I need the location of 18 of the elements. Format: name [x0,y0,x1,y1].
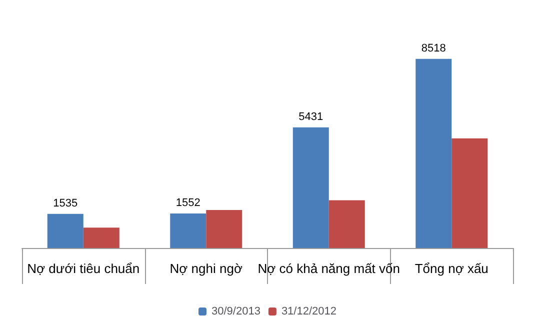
x-tick-label: Tổng nợ xấu [414,261,488,276]
x-tick-label: Nợ dưới tiêu chuẩn [27,261,140,276]
data-label: 1552 [176,197,200,210]
bar [83,228,120,248]
x-tick-label: Nợ có khả năng mất vốn [258,261,400,276]
bar [170,214,206,248]
bar [452,138,488,248]
data-label: 5431 [298,110,324,123]
bar [292,127,329,248]
x-tick-label: Nợ nghi ngờ [170,261,243,276]
data-label: 8518 [421,42,446,54]
bar [47,214,84,248]
bar [416,58,452,248]
legend-label: 31/12/2012 [281,306,337,318]
data-label: 1535 [53,197,78,210]
bar [206,210,242,248]
legend-label: 30/9/2013 [212,306,260,318]
bar [328,200,365,248]
